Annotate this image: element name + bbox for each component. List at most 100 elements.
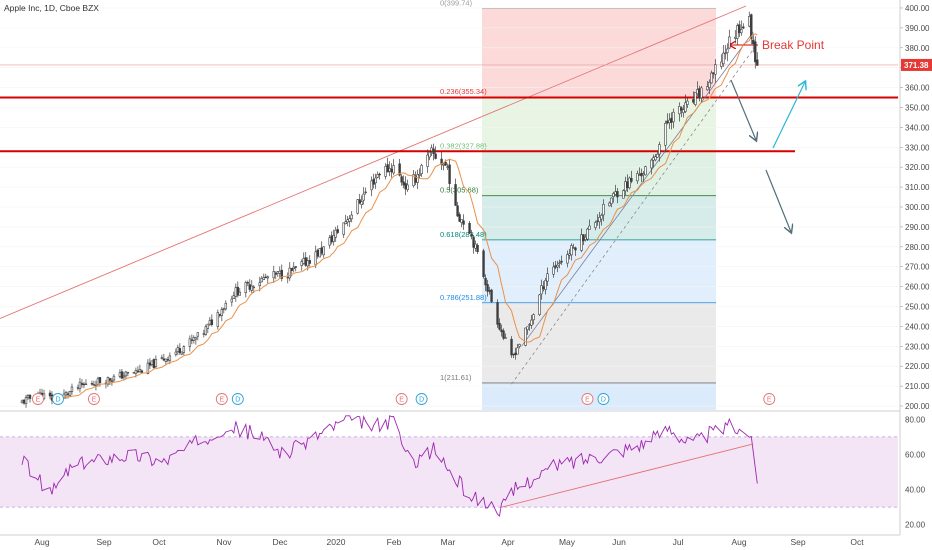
candle-body: [124, 371, 128, 377]
candle-body: [120, 371, 124, 379]
candle: [664, 120, 667, 153]
candle-body: [726, 48, 729, 53]
candle-body: [252, 286, 255, 289]
candle: [714, 59, 717, 83]
candle-body: [244, 282, 247, 294]
candle: [756, 52, 759, 66]
candle-body: [302, 258, 305, 264]
candle-body: [134, 370, 138, 374]
candle-body: [356, 199, 359, 214]
candle: [496, 299, 499, 328]
candle-body: [180, 351, 184, 355]
candle-body: [510, 338, 513, 356]
earnings-event-icon[interactable]: E: [215, 393, 228, 405]
candle-body: [482, 250, 485, 277]
candle-body: [504, 337, 507, 339]
y-tick-label: 270.00: [905, 263, 930, 272]
candle: [580, 228, 583, 253]
candle-body: [168, 355, 172, 361]
candle: [754, 36, 757, 69]
candle: [420, 163, 423, 177]
candle-body: [538, 294, 541, 315]
candle: [530, 315, 533, 329]
candle-body: [638, 174, 641, 176]
ascending-trendline: [0, 5, 747, 319]
down-arrow-1: [730, 79, 756, 140]
candle-body: [710, 72, 713, 84]
candle-body: [246, 282, 249, 284]
candle-body: [610, 197, 613, 204]
x-tick-label: Sep: [790, 537, 805, 547]
candle: [196, 332, 200, 341]
grid: [0, 7, 898, 407]
candle-body: [722, 52, 725, 64]
x-tick-label: Dec: [272, 537, 288, 547]
candle-body: [696, 89, 699, 95]
candle-body: [386, 164, 389, 173]
candle-body: [454, 184, 457, 206]
candle: [722, 45, 725, 67]
candle: [68, 390, 72, 398]
candle: [342, 222, 345, 238]
candle: [292, 261, 295, 273]
x-tick-label: Aug: [731, 537, 746, 547]
candle: [462, 214, 465, 230]
candle: [280, 264, 283, 282]
candle-body: [594, 222, 597, 228]
dividend-event-icon[interactable]: D: [231, 393, 244, 405]
dividend-event-icon[interactable]: D: [52, 393, 64, 405]
candle: [458, 212, 461, 223]
candle: [336, 225, 339, 235]
earnings-event-icon[interactable]: E: [395, 393, 408, 405]
candle-body: [470, 233, 473, 237]
candle: [490, 288, 493, 303]
candle-body: [686, 100, 689, 105]
candle-body: [640, 173, 643, 177]
x-tick-label: Apr: [501, 537, 514, 547]
candle: [400, 174, 403, 186]
candle-body: [190, 339, 194, 341]
y-tick-label: 320.00: [905, 163, 930, 172]
candle: [728, 29, 731, 49]
candle: [250, 280, 253, 295]
candle-body: [232, 295, 236, 299]
candle: [574, 246, 577, 256]
event-label: D: [601, 397, 606, 404]
earnings-event-icon[interactable]: E: [763, 393, 776, 405]
candle-body: [262, 277, 265, 280]
fib-level-label: 0.382(327.88): [440, 142, 487, 151]
fib-level-label: 0.5(305.68): [440, 186, 479, 195]
x-tick-label: Nov: [216, 537, 232, 547]
dividend-event-icon[interactable]: D: [597, 393, 610, 405]
fib-zone: [482, 96, 716, 152]
candle: [238, 288, 242, 296]
candle-body: [428, 151, 431, 158]
candle-body: [748, 16, 751, 27]
earnings-event-icon[interactable]: E: [581, 393, 594, 405]
candle: [708, 79, 711, 95]
dividend-event-icon[interactable]: D: [415, 393, 428, 405]
candle: [498, 318, 501, 331]
overlays: [0, 5, 898, 385]
candle: [334, 226, 337, 242]
candle-body: [176, 347, 180, 352]
down-arrow-2: [765, 169, 791, 232]
candle: [318, 248, 321, 258]
candle-body: [664, 122, 667, 146]
candle: [322, 246, 325, 258]
candle: [594, 220, 597, 231]
candle-body: [336, 229, 339, 233]
last-price-tag: [901, 58, 932, 71]
candle: [362, 187, 365, 205]
event-label: E: [585, 397, 590, 404]
y-tick-label: 200.00: [905, 402, 930, 411]
candle-body: [544, 280, 547, 290]
candle-body: [644, 166, 647, 176]
earnings-event-icon[interactable]: E: [32, 393, 44, 405]
y-tick-label: 240.00: [905, 322, 930, 331]
earnings-event-icon[interactable]: E: [87, 393, 100, 405]
candle: [426, 149, 429, 173]
event-circle: [32, 393, 44, 405]
candle-body: [80, 383, 84, 385]
